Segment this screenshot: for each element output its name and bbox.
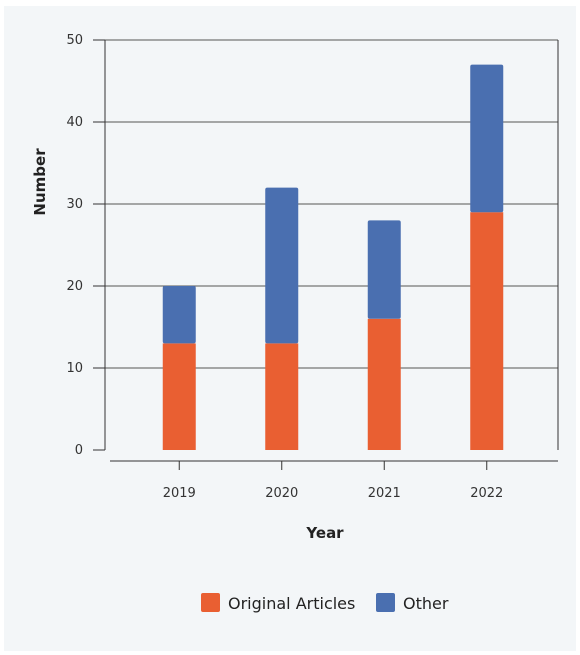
x-tick-label-2022: 2022	[470, 486, 503, 501]
y-tick-label-0: 0	[75, 443, 83, 458]
bar-original-articles-2022	[470, 212, 504, 450]
bar-other-2020	[265, 187, 299, 344]
x-tick-label-2019: 2019	[163, 486, 196, 501]
legend-swatch-original-articles	[201, 593, 220, 612]
y-tick-label-30: 30	[66, 197, 83, 212]
x-tick-label-2020: 2020	[265, 486, 298, 501]
x-axis-title: Year	[305, 524, 344, 542]
legend-label-other: Other	[403, 594, 449, 613]
bar-original-articles-2021	[367, 318, 401, 450]
y-tick-label-50: 50	[66, 33, 83, 48]
bar-original-articles-2020	[265, 343, 299, 450]
bar-original-articles-2019	[162, 343, 196, 450]
y-tick-label-20: 20	[66, 279, 83, 294]
legend: Original Articles Other	[201, 593, 449, 613]
legend-swatch-other	[376, 593, 395, 612]
x-tick-labels: 2019 2020 2021 2022	[163, 461, 503, 501]
bar-other-2021	[367, 220, 401, 319]
y-tick-label-40: 40	[66, 115, 83, 130]
y-tick-labels: 0 10 20 30 40 50	[66, 33, 105, 458]
y-axis-title: Number	[31, 148, 49, 216]
x-tick-label-2021: 2021	[368, 486, 401, 501]
bar-other-2022	[470, 64, 504, 213]
y-tick-label-10: 10	[66, 361, 83, 376]
legend-label-original-articles: Original Articles	[228, 594, 355, 613]
bar-other-2019	[162, 286, 196, 344]
bars	[162, 64, 504, 450]
axes	[104, 40, 559, 462]
